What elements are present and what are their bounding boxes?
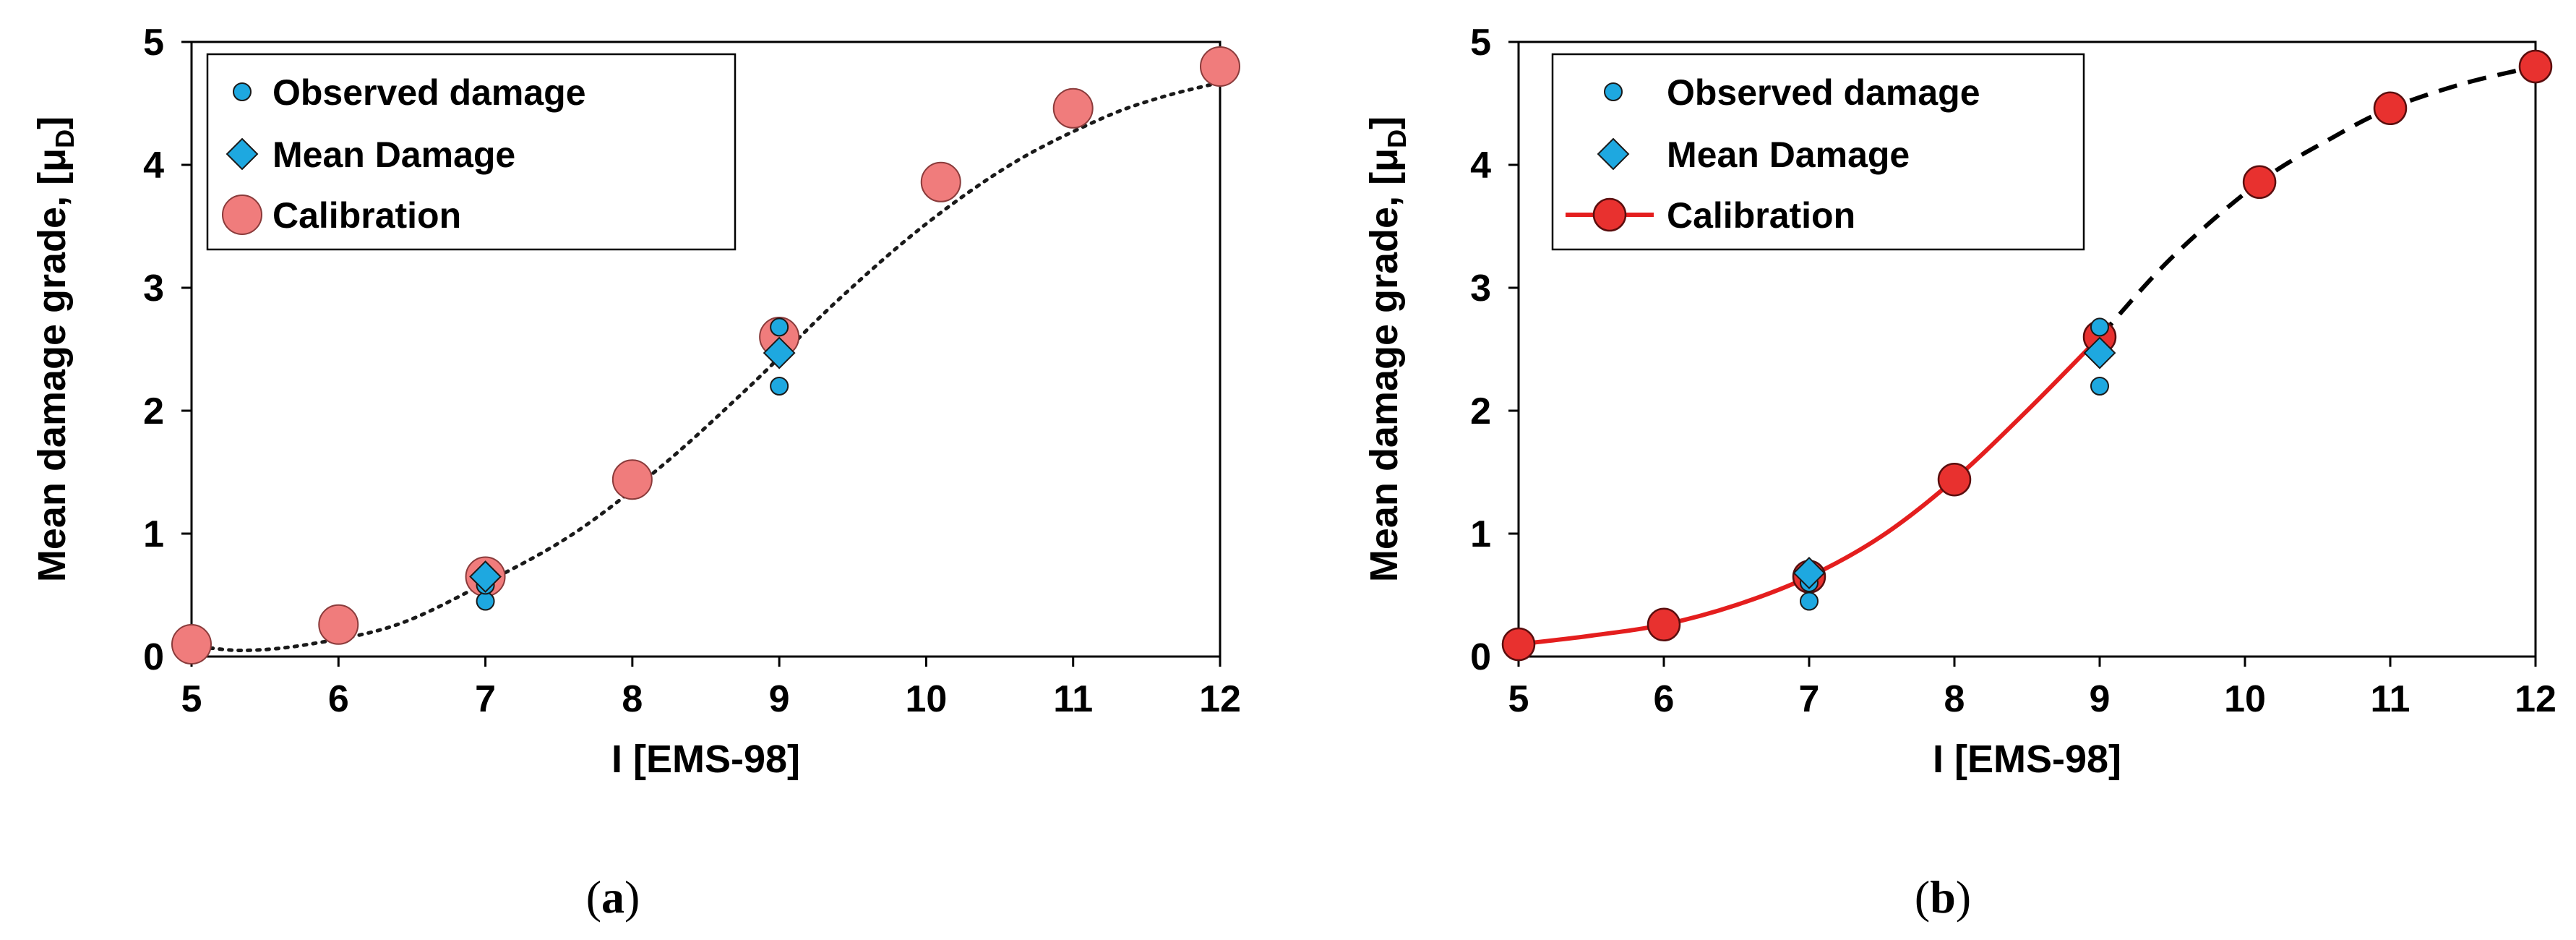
y-axis-label-subscript: D: [50, 129, 80, 148]
extrapolation-curve: [2098, 64, 2536, 339]
x-axis-label: I [EMS-98]: [611, 738, 800, 781]
point-observed-damage: [2090, 377, 2109, 396]
point-mean-damage: [469, 560, 502, 593]
point-calibration: [171, 624, 212, 665]
legend-label: Mean Damage: [272, 134, 515, 175]
x-axis-label: I [EMS-98]: [1933, 738, 2121, 781]
y-tick-label: 1: [1470, 513, 1491, 555]
legend-marker: [226, 137, 259, 171]
legend: Observed damage Mean Damage Calibration: [206, 53, 737, 251]
point-observed-damage: [770, 317, 789, 337]
point-calibration: [2242, 165, 2277, 200]
caption-letter: a: [601, 871, 624, 923]
point-observed-damage: [476, 591, 495, 611]
legend-label: Calibration: [1667, 195, 1855, 236]
legend-marker: [1604, 82, 1623, 101]
point-calibration: [2518, 49, 2553, 84]
point-calibration: [1052, 87, 1094, 129]
x-tick-label: 7: [475, 678, 496, 720]
x-tick-label: 12: [1199, 678, 1241, 720]
x-tick-label: 8: [1944, 678, 1965, 720]
point-calibration: [1200, 46, 1240, 87]
legend-label: Mean Damage: [1667, 134, 1910, 175]
caption-close: ): [624, 871, 640, 923]
point-calibration: [318, 604, 359, 645]
legend-label: Observed damage: [1667, 72, 1980, 113]
caption-close: ): [1956, 871, 1971, 923]
y-axis-label-main: Mean damage grade, [μ: [30, 148, 74, 582]
plot-frame: [1517, 40, 2537, 658]
point-observed-damage: [770, 377, 789, 396]
point-calibration: [611, 459, 653, 500]
y-tick-label: 0: [1470, 636, 1491, 678]
legend-marker: [233, 82, 252, 101]
x-tick-label: 6: [1654, 678, 1675, 720]
panel-caption: (b): [1915, 871, 1971, 923]
x-tick-label: 7: [1799, 678, 1820, 720]
y-tick-label: 5: [143, 22, 164, 64]
point-observed-damage: [2090, 317, 2109, 337]
point-calibration: [920, 161, 961, 202]
point-calibration: [1501, 627, 1536, 662]
y-tick-label: 1: [143, 513, 164, 555]
x-tick-label: 10: [2224, 678, 2266, 720]
y-axis-label-close: ]: [30, 116, 74, 129]
point-calibration: [1647, 607, 1681, 642]
legend-marker: [222, 195, 262, 235]
point-observed-damage: [1800, 591, 1819, 611]
plot-frame: [190, 40, 1222, 658]
panel-caption: (a): [586, 871, 640, 923]
caption-open: (: [586, 871, 601, 923]
x-tick-label: 9: [769, 678, 790, 720]
legend-label: Observed damage: [272, 72, 586, 113]
point-mean-damage: [763, 336, 796, 369]
point-calibration: [2373, 91, 2408, 126]
x-tick-label: 5: [1508, 678, 1529, 720]
x-tick-label: 6: [328, 678, 349, 720]
caption-letter: b: [1930, 871, 1956, 923]
legend: Observed damage Mean Damage Calibration: [1551, 53, 2085, 251]
y-axis-label-main: Mean damage grade, [μ: [1362, 148, 1406, 582]
legend-label: Calibration: [272, 195, 461, 236]
y-tick-label: 2: [143, 390, 164, 432]
legend-marker: [1592, 197, 1627, 232]
y-axis-label-close: ]: [1362, 116, 1406, 129]
x-tick-label: 12: [2515, 678, 2556, 720]
y-tick-label: 5: [1470, 22, 1491, 64]
legend-box: [206, 53, 737, 251]
x-tick-label: 5: [181, 678, 202, 720]
y-tick-label: 3: [143, 268, 164, 309]
y-tick-label: 3: [1470, 268, 1491, 309]
point-mean-damage: [2083, 336, 2116, 369]
x-tick-label: 11: [2371, 678, 2410, 720]
point-calibration: [1937, 462, 1972, 497]
y-tick-label: 2: [1470, 390, 1491, 432]
y-tick-label: 4: [1470, 145, 1491, 187]
y-axis-label: Mean damage grade, [μD]: [30, 116, 80, 582]
x-tick-label: 10: [906, 678, 948, 720]
caption-open: (: [1915, 871, 1930, 923]
x-tick-label: 11: [1053, 678, 1093, 720]
legend-marker: [1597, 137, 1630, 171]
x-tick-label: 8: [622, 678, 643, 720]
y-tick-label: 0: [143, 636, 164, 678]
y-tick-label: 4: [143, 145, 164, 187]
point-mean-damage: [1793, 556, 1826, 589]
y-axis-label-subscript: D: [1382, 129, 1412, 148]
x-tick-label: 9: [2090, 678, 2111, 720]
y-axis-label: Mean damage grade, [μD]: [1362, 116, 1412, 582]
